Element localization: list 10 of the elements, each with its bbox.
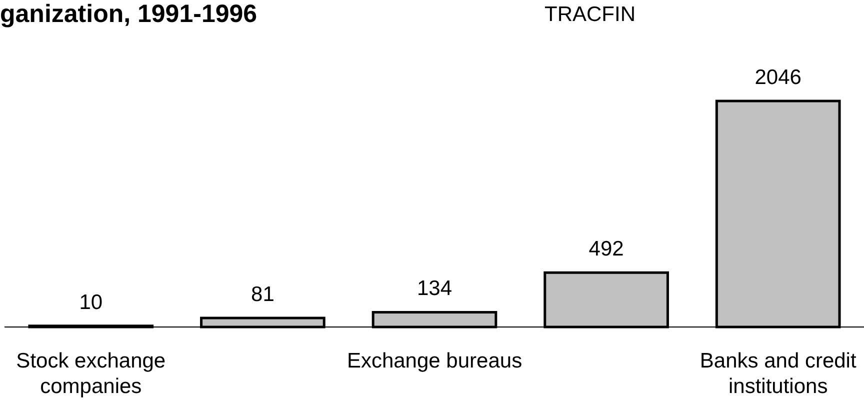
chart-title: ganization, 1991-1996 — [0, 0, 258, 29]
x-tick-label: Banks and credit institutions — [700, 350, 856, 398]
x-tick-label: Exchange bureaus — [346, 350, 522, 373]
data-label: 81 — [251, 283, 274, 306]
data-label: 492 — [588, 238, 624, 261]
data-label: 2046 — [754, 66, 802, 89]
x-tick-label: Stock exchange companies — [16, 350, 166, 398]
data-label: 134 — [416, 277, 452, 300]
chart-subtitle: TRACFIN — [544, 3, 636, 28]
data-label: 10 — [79, 290, 103, 314]
